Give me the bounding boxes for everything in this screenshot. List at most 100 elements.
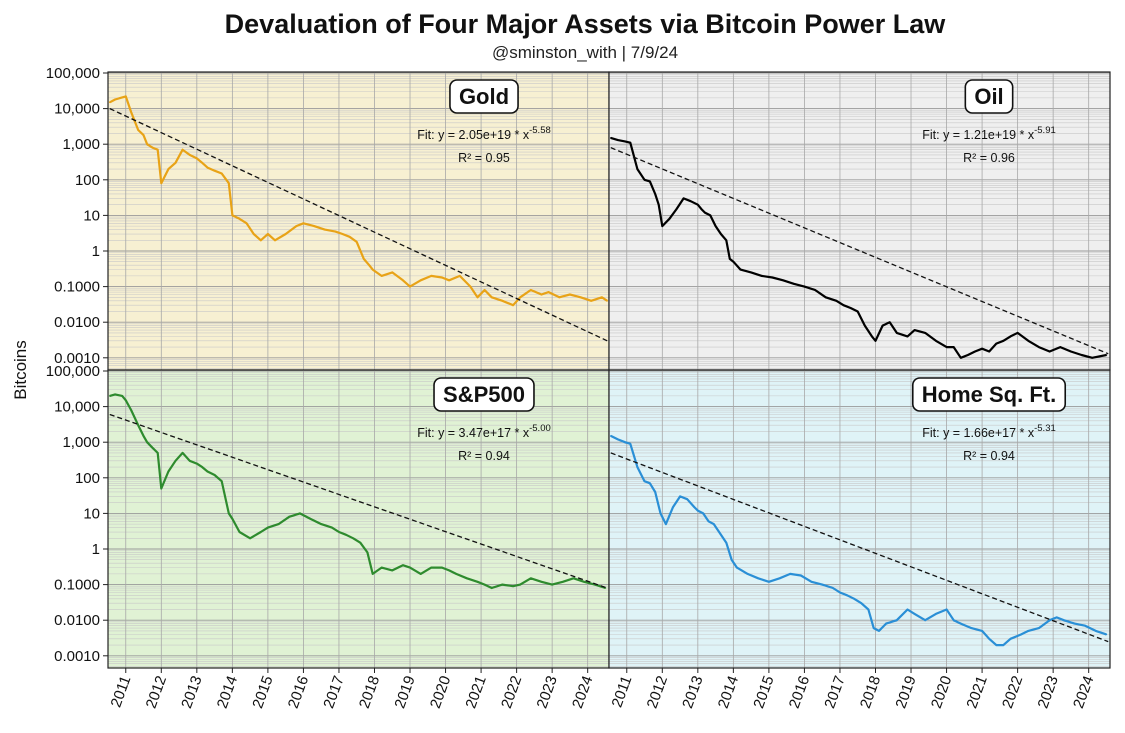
y-tick-label: 1,000 <box>62 434 100 451</box>
data-point <box>1048 619 1051 621</box>
data-point <box>1009 335 1012 338</box>
data-point <box>299 512 301 515</box>
data-point <box>476 296 479 299</box>
data-point <box>1095 630 1097 632</box>
data-point <box>654 193 656 195</box>
data-point <box>151 146 154 149</box>
data-point <box>125 95 127 98</box>
data-point <box>1048 350 1051 353</box>
y-tick-label: 0.0010 <box>54 350 100 367</box>
data-point <box>649 180 651 183</box>
data-point <box>348 236 351 238</box>
data-point <box>675 208 678 210</box>
data-point <box>371 268 374 271</box>
x-tick-label: 2023 <box>534 674 561 711</box>
y-tick-label: 0.0010 <box>54 648 100 665</box>
panel-gold: Gold Fit: y = 2.05e+19 * x-5.58 R² = 0.95 1… <box>46 65 610 371</box>
data-point <box>810 581 813 583</box>
data-point <box>981 630 983 632</box>
data-point <box>739 268 742 271</box>
data-point <box>114 393 116 396</box>
panel-oil: Oil Fit: y = 1.21e+19 * x-5.91 R² = 0.96 <box>608 71 1111 371</box>
data-point <box>402 279 404 282</box>
data-point <box>1080 354 1083 356</box>
y-tick-label: 1 <box>92 541 100 558</box>
data-point <box>610 137 612 139</box>
data-point <box>455 573 458 575</box>
data-point <box>624 140 626 143</box>
data-point <box>1020 633 1022 636</box>
data-point <box>881 324 884 327</box>
data-point <box>551 583 553 586</box>
data-point <box>768 581 770 583</box>
data-point <box>142 435 145 437</box>
data-point <box>188 460 191 462</box>
data-point <box>590 300 592 302</box>
data-point <box>228 182 230 184</box>
data-point <box>750 271 752 274</box>
panel-title-box <box>964 79 1014 114</box>
data-point <box>1059 346 1062 348</box>
data-point <box>156 452 159 454</box>
data-point <box>967 354 969 356</box>
y-tick-label: 10 <box>83 505 100 522</box>
x-tick-label: 2017 <box>320 674 347 711</box>
fit-line <box>109 108 608 342</box>
y-axis-label: Bitcoins <box>11 340 30 400</box>
data-point <box>782 279 784 282</box>
r-squared: R² = 0.96 <box>963 151 1015 165</box>
data-point <box>1055 616 1058 619</box>
data-point <box>665 523 667 525</box>
data-point <box>109 101 111 104</box>
data-point <box>1009 638 1012 640</box>
x-tick-label: 2017 <box>821 674 848 711</box>
data-point <box>1002 340 1005 342</box>
data-point <box>709 214 712 217</box>
data-point <box>238 531 241 533</box>
data-point <box>562 581 564 583</box>
y-tick-label: 0.1000 <box>54 577 100 594</box>
data-point <box>1084 624 1086 627</box>
data-point <box>702 512 704 515</box>
data-point <box>419 573 422 575</box>
data-point <box>540 581 543 583</box>
data-point <box>441 566 443 569</box>
data-point <box>119 97 122 99</box>
data-point <box>196 157 198 160</box>
data-point <box>483 583 486 586</box>
x-tick-label: 2016 <box>285 674 312 711</box>
data-point <box>368 264 371 267</box>
data-point <box>689 200 692 202</box>
data-point <box>579 296 582 299</box>
data-point <box>761 275 763 277</box>
data-point <box>832 587 834 589</box>
x-tick-label: 2013 <box>679 674 706 711</box>
data-point <box>519 583 521 586</box>
data-point <box>309 518 312 520</box>
y-tick-label: 10 <box>83 207 100 224</box>
data-point <box>746 573 749 575</box>
x-tick-label: 2014 <box>214 674 241 711</box>
data-point <box>1105 354 1108 356</box>
data-point <box>864 324 866 327</box>
data-point <box>714 225 717 227</box>
data-point <box>874 340 877 342</box>
data-point <box>636 168 639 170</box>
data-point <box>160 487 163 490</box>
x-tick-label: 2022 <box>498 674 525 711</box>
data-point <box>160 182 163 184</box>
y-tick-label: 1,000 <box>62 136 100 153</box>
data-point <box>359 541 362 544</box>
data-point <box>430 566 433 569</box>
y-tick-label: 0.0100 <box>54 612 100 629</box>
fit-equation: Fit: y = 1.66e+17 * x-5.31 <box>922 423 1056 440</box>
data-point <box>558 296 561 299</box>
data-point <box>800 574 802 577</box>
data-point <box>274 239 276 242</box>
data-point <box>448 279 450 282</box>
fit-equation: Fit: y = 1.21e+19 * x-5.91 <box>922 125 1056 142</box>
data-point <box>860 602 863 604</box>
panel-s-p500: S&P500 Fit: y = 3.47e+17 * x-5.00 R² = 0.9… <box>46 363 610 711</box>
data-point <box>1038 346 1040 348</box>
